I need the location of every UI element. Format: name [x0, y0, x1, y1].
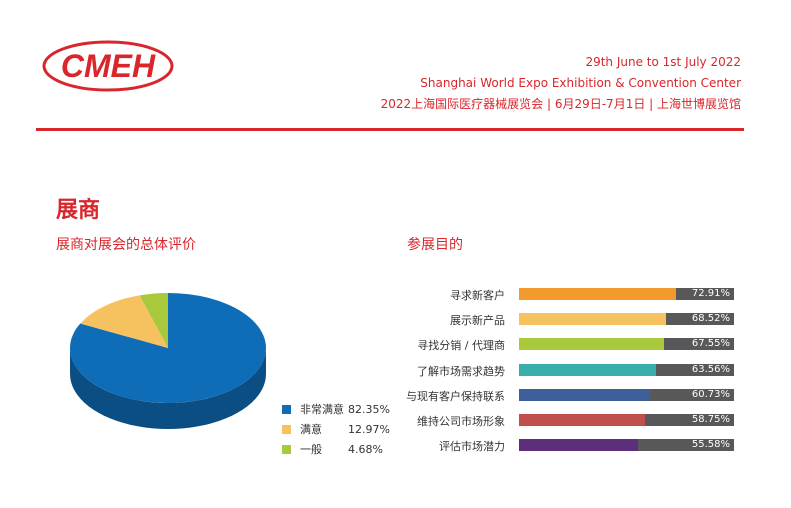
pie-legend: 非常满意 82.35% 满意 12.97% 一般 4.68% — [282, 399, 390, 459]
bar-value-label: 63.56% — [691, 363, 730, 375]
bar — [519, 338, 665, 351]
bar-category-label: 了解市场需求趋势 — [417, 364, 505, 378]
bar-category-label: 维持公司市场形象 — [417, 415, 505, 428]
section-title: 展商 — [56, 198, 101, 223]
bar — [519, 388, 650, 401]
legend-swatch — [282, 444, 291, 454]
legend-value: 82.35% — [348, 402, 390, 416]
legend-swatch — [282, 404, 291, 414]
event-info: 29th June to 1st July 2022 Shanghai Worl… — [381, 52, 741, 115]
bar-value-label: 55.58% — [691, 439, 730, 451]
legend-value: 4.68% — [348, 442, 383, 456]
bar-category-label: 展示新产品 — [450, 314, 505, 328]
legend-label: 满意 — [300, 423, 322, 436]
pie-slice — [139, 293, 168, 348]
pie-chart-title: 展商对展会的总体评价 — [56, 237, 196, 253]
bar-chart-title: 参展目的 — [407, 237, 463, 253]
bar — [519, 288, 676, 300]
bar — [519, 313, 667, 326]
legend-item: 一般 4.68% — [282, 439, 390, 459]
bar-track: 58.75% — [519, 414, 734, 426]
bar-category-label: 评估市场潜力 — [439, 440, 505, 454]
bar — [519, 363, 656, 376]
event-date: 29th June to 1st July 2022 — [585, 55, 741, 69]
bar-track: 72.91% — [519, 288, 734, 300]
bar — [519, 439, 639, 452]
event-venue: Shanghai World Expo Exhibition & Convent… — [420, 76, 741, 90]
bar-category-label: 寻找分销 / 代理商 — [417, 339, 505, 353]
cmeh-logo: CMEH — [42, 40, 174, 92]
header-divider — [36, 128, 744, 131]
logo-text: CMEH — [61, 48, 156, 84]
bar-value-label: 58.75% — [691, 414, 730, 425]
bar-category-label: 寻求新客户 — [450, 289, 505, 302]
bar-track: 68.52% — [519, 313, 734, 326]
event-cn-info: 2022上海国际医疗器械展览会 | 6月29日-7月1日 | 上海世博展览馆 — [380, 97, 741, 111]
bar-value-label: 72.91% — [691, 288, 730, 299]
legend-item: 非常满意 82.35% — [282, 399, 390, 419]
bar-track: 63.56% — [519, 363, 734, 376]
legend-label: 一般 — [300, 443, 322, 456]
bar — [519, 414, 646, 426]
legend-swatch — [282, 424, 291, 434]
bar-value-label: 60.73% — [691, 388, 730, 400]
bar-track: 67.55% — [519, 338, 734, 351]
legend-value: 12.97% — [348, 422, 390, 436]
bar-track: 60.73% — [519, 388, 734, 401]
bar-category-label: 与现有客户保持联系 — [406, 389, 505, 403]
bar-value-label: 68.52% — [691, 313, 730, 325]
bar-value-label: 67.55% — [691, 338, 730, 350]
pie-slice — [80, 295, 168, 348]
bar-track: 55.58% — [519, 439, 734, 452]
pie-slice-side — [70, 348, 266, 429]
legend-item: 满意 12.97% — [282, 419, 390, 439]
legend-label: 非常满意 — [300, 403, 344, 416]
